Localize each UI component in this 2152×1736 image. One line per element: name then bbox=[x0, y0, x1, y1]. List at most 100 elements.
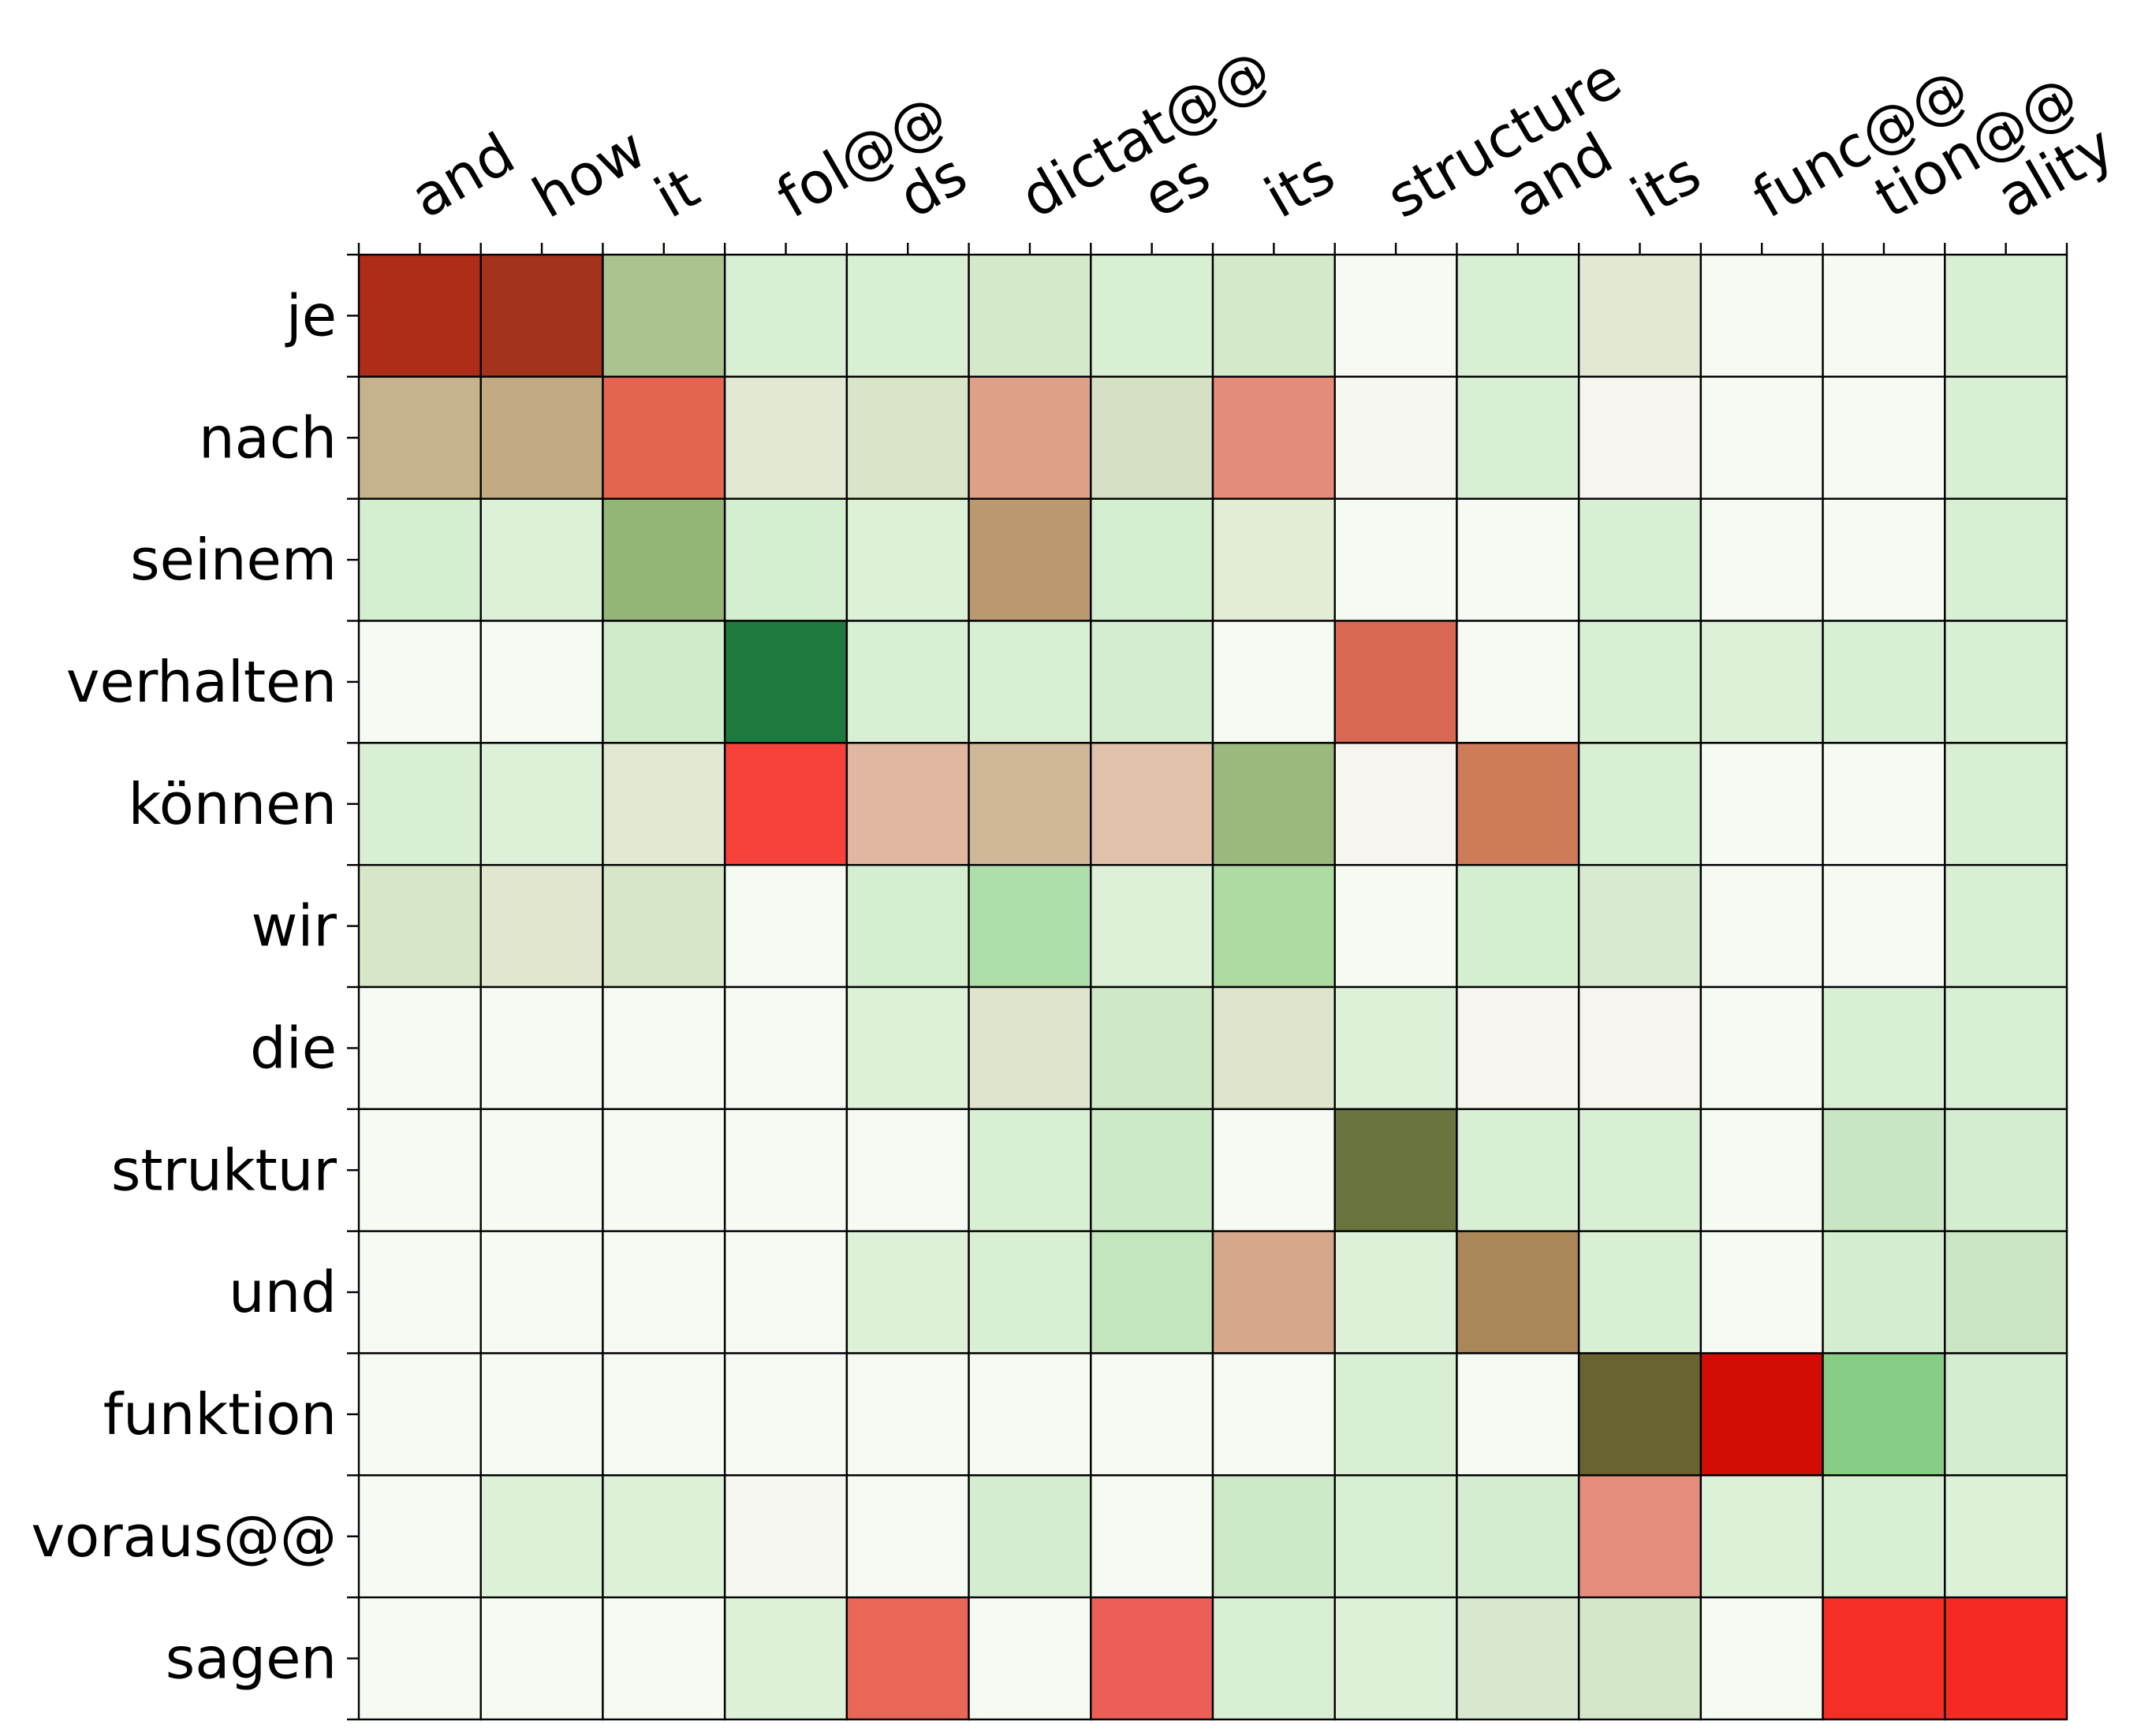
heatmap-cell bbox=[1333, 1230, 1458, 1354]
heatmap-cell bbox=[723, 985, 848, 1111]
y-tick-label: können bbox=[129, 771, 337, 837]
heatmap-cell bbox=[479, 375, 604, 500]
heatmap-cell bbox=[1699, 1230, 1824, 1354]
heatmap-cell bbox=[968, 1230, 1092, 1354]
heatmap-cell bbox=[968, 1108, 1092, 1232]
heatmap-cell bbox=[479, 497, 604, 622]
heatmap-cell bbox=[479, 1474, 604, 1599]
heatmap-cell bbox=[1944, 253, 2068, 378]
heatmap-cell bbox=[845, 1108, 970, 1232]
heatmap-cell bbox=[1944, 497, 2068, 622]
heatmap-cell bbox=[1456, 375, 1580, 500]
heatmap-cell bbox=[1211, 497, 1336, 622]
heatmap-cell bbox=[357, 620, 482, 744]
heatmap-cell bbox=[1456, 497, 1580, 622]
heatmap-cell bbox=[845, 375, 970, 500]
heatmap-cell bbox=[968, 863, 1092, 989]
heatmap-cell bbox=[1090, 1108, 1214, 1232]
heatmap-cell bbox=[1577, 1352, 1703, 1477]
heatmap-cell bbox=[1456, 1474, 1580, 1599]
heatmap-cell bbox=[1090, 497, 1214, 622]
heatmap-cell bbox=[1577, 1596, 1703, 1721]
heatmap-cell bbox=[1944, 1474, 2068, 1599]
heatmap-cell bbox=[1699, 1474, 1824, 1599]
heatmap-cell bbox=[845, 985, 970, 1111]
heatmap-cell bbox=[357, 497, 482, 622]
heatmap-cell bbox=[845, 497, 970, 622]
heatmap-cell bbox=[1822, 742, 1946, 866]
heatmap-cell bbox=[1211, 985, 1336, 1111]
heatmap-cell bbox=[1090, 1352, 1214, 1477]
heatmap-cell bbox=[1333, 497, 1458, 622]
heatmap-cell bbox=[1333, 375, 1458, 500]
heatmap-cell bbox=[1333, 985, 1458, 1111]
heatmap-cell bbox=[1090, 375, 1214, 500]
heatmap-cell bbox=[479, 1230, 604, 1354]
heatmap-cell bbox=[1944, 742, 2068, 866]
heatmap-cell bbox=[602, 1352, 726, 1477]
heatmap-cell bbox=[1822, 375, 1946, 500]
heatmap-cell bbox=[968, 1352, 1092, 1477]
heatmap-cell bbox=[1944, 620, 2068, 744]
heatmap-cell bbox=[1211, 1352, 1336, 1477]
heatmap-cell bbox=[479, 863, 604, 989]
heatmap-cell bbox=[357, 1352, 482, 1477]
heatmap-cell bbox=[1822, 1108, 1946, 1232]
heatmap-cell bbox=[1822, 1230, 1946, 1354]
heatmap-cell bbox=[1944, 863, 2068, 989]
heatmap-cell bbox=[968, 1596, 1092, 1721]
heatmap-cell bbox=[357, 1230, 482, 1354]
heatmap-cell bbox=[1090, 742, 1214, 866]
heatmap-cell bbox=[1822, 620, 1946, 744]
heatmap-cell bbox=[1822, 985, 1946, 1111]
y-tick-label: struktur bbox=[111, 1137, 338, 1203]
heatmap-cell bbox=[1699, 1352, 1824, 1477]
x-tick-label: its bbox=[1620, 140, 1711, 231]
heatmap-cell bbox=[1577, 375, 1703, 500]
heatmap-cell bbox=[723, 497, 848, 622]
heatmap-cell bbox=[602, 742, 726, 866]
heatmap-cell bbox=[1944, 1352, 2068, 1477]
heatmap-cell bbox=[1699, 497, 1824, 622]
heatmap-cell bbox=[357, 1596, 482, 1721]
heatmap-cell bbox=[1699, 742, 1824, 866]
axis-ticks bbox=[347, 243, 2068, 1721]
heatmap-cell bbox=[723, 1230, 848, 1354]
heatmap-cell bbox=[723, 620, 848, 744]
heatmap-cell bbox=[1090, 1474, 1214, 1599]
heatmap-cell bbox=[1090, 253, 1214, 378]
heatmap-cell bbox=[479, 1596, 604, 1721]
heatmap-cell bbox=[357, 253, 482, 378]
x-tick-label: its bbox=[1254, 140, 1345, 231]
heatmap-cell bbox=[1577, 1108, 1703, 1232]
heatmap-cell bbox=[968, 1474, 1092, 1599]
heatmap-cell bbox=[1456, 253, 1580, 378]
heatmap-cell bbox=[1822, 1474, 1946, 1599]
heatmap-cell bbox=[602, 1474, 726, 1599]
heatmap-cell bbox=[1211, 1474, 1336, 1599]
heatmap-cell bbox=[968, 985, 1092, 1111]
heatmap-cell bbox=[968, 620, 1092, 744]
heatmap-cell bbox=[1577, 742, 1703, 866]
y-tick-label: und bbox=[229, 1259, 337, 1325]
heatmap-cell bbox=[1944, 1596, 2068, 1721]
y-tick-label: nach bbox=[199, 404, 337, 471]
y-tick-label: je bbox=[285, 282, 337, 348]
heatmap-cell bbox=[479, 253, 604, 378]
heatmap-cells bbox=[357, 253, 2068, 1721]
heatmap-cell bbox=[1211, 1230, 1336, 1354]
y-axis-labels: je nach seinem verhalten können wir die struktu… bbox=[31, 282, 337, 1691]
heatmap-cell bbox=[1211, 863, 1336, 989]
heatmap-cell bbox=[1333, 1352, 1458, 1477]
heatmap-cell bbox=[1333, 1596, 1458, 1721]
heatmap-cell bbox=[1699, 375, 1824, 500]
heatmap-cell bbox=[1456, 1596, 1580, 1721]
heatmap-cell bbox=[845, 1474, 970, 1599]
heatmap-cell bbox=[1456, 985, 1580, 1111]
heatmap-cell bbox=[1577, 253, 1703, 378]
y-tick-label: funktion bbox=[103, 1381, 337, 1447]
heatmap-cell bbox=[1577, 620, 1703, 744]
heatmap-cell bbox=[1577, 497, 1703, 622]
heatmap-cell bbox=[723, 742, 848, 866]
heatmap-cell bbox=[723, 1596, 848, 1721]
